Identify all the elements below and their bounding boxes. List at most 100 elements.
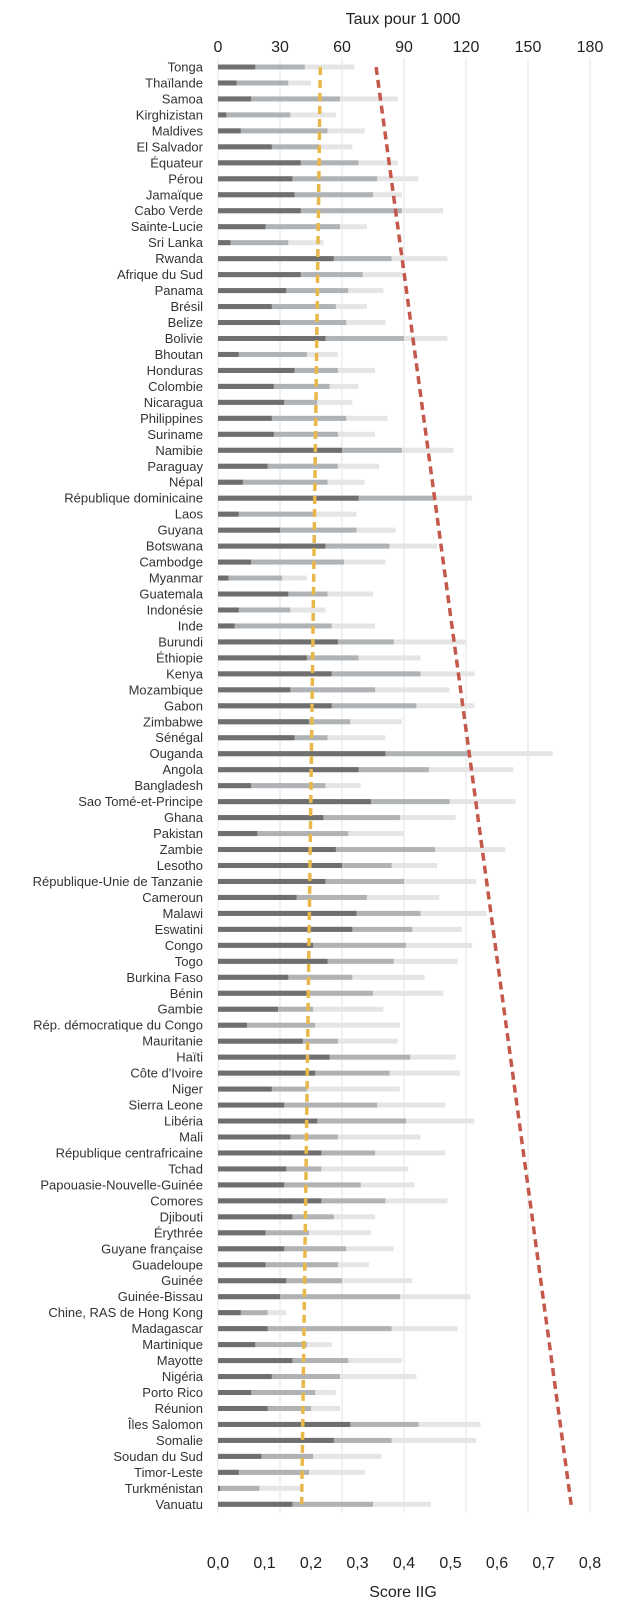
bar-mid	[218, 80, 289, 86]
category-label: Mauritanie	[142, 1034, 203, 1049]
bar-dark	[218, 240, 231, 246]
category-label: Ghana	[164, 810, 204, 825]
category-label: Tonga	[168, 60, 204, 75]
category-label: Guinée	[161, 1273, 203, 1288]
bottom-tick-label: 0,8	[579, 1555, 601, 1572]
top-tick-label: 120	[453, 39, 480, 56]
category-label: Gabon	[164, 698, 203, 713]
bar-dark	[218, 367, 295, 373]
bar-mid	[218, 128, 328, 134]
bar-dark	[218, 655, 307, 661]
bar-dark	[218, 1262, 266, 1268]
category-label: Mayotte	[157, 1353, 203, 1368]
bar-mid	[218, 1294, 400, 1300]
top-tick-label: 90	[395, 39, 413, 56]
red-trend-line	[374, 66, 574, 1507]
bar-dark	[218, 160, 301, 166]
category-label: Panama	[155, 283, 204, 298]
category-label: Colombie	[148, 379, 203, 394]
bar-mid	[218, 1342, 307, 1348]
category-label: Népal	[169, 475, 203, 490]
category-label: République-Unie de Tanzanie	[33, 874, 203, 889]
category-label: Papouasie-Nouvelle-Guinée	[40, 1177, 203, 1192]
bar-mid	[218, 351, 307, 357]
bar-dark	[218, 383, 274, 389]
category-label: Guyana	[157, 523, 203, 538]
bar-dark	[218, 559, 252, 565]
category-label: Nicaragua	[144, 395, 204, 410]
category-label: Pakistan	[153, 826, 203, 841]
bar-dark	[218, 607, 239, 613]
bar-dark	[218, 1038, 303, 1044]
category-label: Gambie	[157, 1002, 203, 1017]
category-label: Thaïlande	[145, 75, 203, 90]
category-label: Namibie	[155, 443, 203, 458]
bar-mid	[218, 1182, 361, 1188]
category-label: Libéria	[164, 1114, 204, 1129]
category-label: Nigéria	[162, 1369, 204, 1384]
bar-dark	[218, 431, 274, 437]
category-label: Rép. démocratique du Congo	[33, 1018, 203, 1033]
bar-mid	[218, 1374, 340, 1380]
bar-dark	[218, 351, 239, 357]
category-label: Angola	[163, 762, 204, 777]
category-label: Inde	[178, 618, 203, 633]
bar-dark	[218, 288, 287, 294]
bar-rows	[218, 64, 553, 1507]
bar-mid	[218, 320, 347, 326]
bar-dark	[218, 1469, 239, 1475]
bar-dark	[218, 1453, 262, 1459]
bar-dark	[218, 751, 386, 757]
category-label: Zambie	[160, 842, 203, 857]
category-label: Sao Tomé-et-Principe	[78, 794, 203, 809]
bar-mid	[218, 431, 338, 437]
bar-dark	[218, 479, 243, 485]
bar-dark	[218, 511, 239, 517]
bar-dark	[218, 1198, 322, 1204]
bar-mid	[218, 623, 332, 629]
category-label: Paraguay	[147, 459, 203, 474]
bar-dark	[218, 767, 359, 773]
bar-dark	[218, 335, 326, 341]
bar-dark	[218, 958, 328, 964]
bar-mid	[218, 479, 328, 485]
category-label: République centrafricaine	[56, 1145, 203, 1160]
bar-dark	[218, 1501, 293, 1507]
bar-dark	[218, 831, 258, 837]
bar-mid	[218, 687, 376, 693]
category-label: Madagascar	[131, 1321, 203, 1336]
category-label: Turkménistan	[125, 1481, 203, 1496]
bar-dark	[218, 942, 314, 948]
bar-mid	[218, 1453, 314, 1459]
bar-dark	[218, 415, 272, 421]
category-label: Haïti	[176, 1050, 203, 1065]
bottom-tick-label: 0,1	[253, 1555, 275, 1572]
bar-mid	[218, 208, 402, 214]
category-label: Honduras	[147, 363, 204, 378]
category-label: Botswana	[146, 539, 204, 554]
category-label: Sri Lanka	[148, 235, 204, 250]
bar-dark	[218, 910, 357, 916]
bar-dark	[218, 926, 353, 932]
bar-mid	[218, 559, 345, 565]
bar-mid	[218, 511, 314, 517]
bar-mid	[218, 1390, 316, 1396]
bar-dark	[218, 863, 342, 868]
bar-mid	[218, 240, 289, 246]
category-label: Myanmar	[149, 571, 204, 586]
bar-dark	[218, 304, 272, 310]
bar-dark	[218, 320, 280, 326]
bar-dark	[218, 1342, 256, 1348]
bar-dark	[218, 1134, 291, 1140]
bar-dark	[218, 687, 291, 693]
bar-dark	[218, 1310, 241, 1316]
bar-dark	[218, 1054, 330, 1060]
bottom-tick-label: 0,0	[207, 1555, 229, 1572]
category-label: Bhoutan	[155, 347, 203, 362]
bar-dark	[218, 1118, 318, 1124]
top-axis-ticks: 0 30 60 90 120 150 180	[214, 39, 604, 56]
bar-dark	[218, 527, 280, 533]
bar-dark	[218, 208, 301, 214]
bar-mid	[218, 527, 357, 533]
